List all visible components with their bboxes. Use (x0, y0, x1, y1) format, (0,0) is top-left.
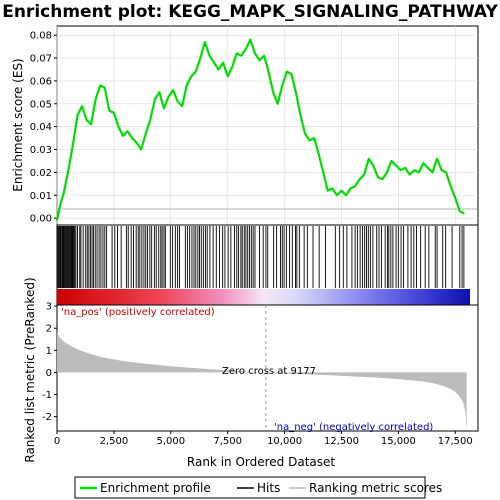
metric-y-tick-label: -1 (42, 390, 52, 401)
x-tick-label: 15,000 (381, 436, 416, 447)
x-tick-label: 17,500 (438, 436, 473, 447)
legend: Enrichment profile Hits Ranking metric s… (75, 477, 442, 498)
x-tick-label: 0 (54, 436, 60, 447)
metric-panel: -2 -1 0 1 2 3 0 2,500 5,000 7,500 10,000 12,500 15,… (23, 277, 478, 469)
x-axis-label: Rank in Ordered Dataset (187, 455, 335, 469)
legend-hits-label: Hits (257, 481, 280, 495)
es-y-tick-label: 0.04 (30, 122, 52, 133)
x-tick-label: 2,500 (100, 436, 129, 447)
legend-enrichment-label: Enrichment profile (100, 481, 211, 495)
x-tick-label: 7,500 (213, 436, 242, 447)
metric-y-tick-label: 2 (46, 324, 52, 335)
metric-y-tick-label: 0 (46, 368, 52, 379)
x-tick-label: 10,000 (267, 436, 302, 447)
es-y-ticks: 0.00 0.01 0.02 0.03 0.04 0.05 0.06 0.07 0.08 (30, 31, 57, 225)
legend-metric-label: Ranking metric scores (309, 481, 442, 495)
es-y-tick-label: 0.01 (30, 191, 52, 202)
es-y-tick-label: 0.08 (30, 31, 52, 42)
metric-y-axis-label: Ranked list metric (PreRanked) (23, 277, 37, 462)
es-panel: 0.00 0.01 0.02 0.03 0.04 0.05 0.06 0.07 0.08 Enr… (11, 26, 478, 225)
es-y-tick-label: 0.03 (30, 145, 52, 156)
metric-y-tick-label: 3 (46, 302, 52, 313)
es-y-tick-label: 0.05 (30, 99, 52, 110)
metric-x-ticks: 0 2,500 5,000 7,500 10,000 12,500 15,000 17,500 (54, 431, 473, 447)
es-y-tick-label: 0.02 (30, 168, 52, 179)
neg-label: 'na_neg' (negatively correlated) (274, 422, 433, 433)
hits-panel (57, 225, 478, 305)
rank-color-bar (57, 289, 470, 305)
es-y-tick-label: 0.00 (30, 214, 52, 225)
es-y-tick-label: 0.07 (30, 54, 52, 65)
zero-cross-label: Zero cross at 9177 (222, 366, 316, 377)
es-y-axis-label: Enrichment score (ES) (11, 58, 25, 191)
x-tick-label: 5,000 (156, 436, 185, 447)
x-tick-label: 12,500 (324, 436, 359, 447)
chart-title: Enrichment plot: KEGG_MAPK_SIGNALING_PAT… (2, 2, 498, 22)
metric-y-tick-label: -2 (42, 412, 52, 423)
metric-y-ticks: -2 -1 0 1 2 3 (42, 302, 57, 424)
metric-y-tick-label: 1 (46, 346, 52, 357)
pos-label: 'na_pos' (positively correlated) (61, 307, 215, 318)
es-y-tick-label: 0.06 (30, 76, 52, 87)
